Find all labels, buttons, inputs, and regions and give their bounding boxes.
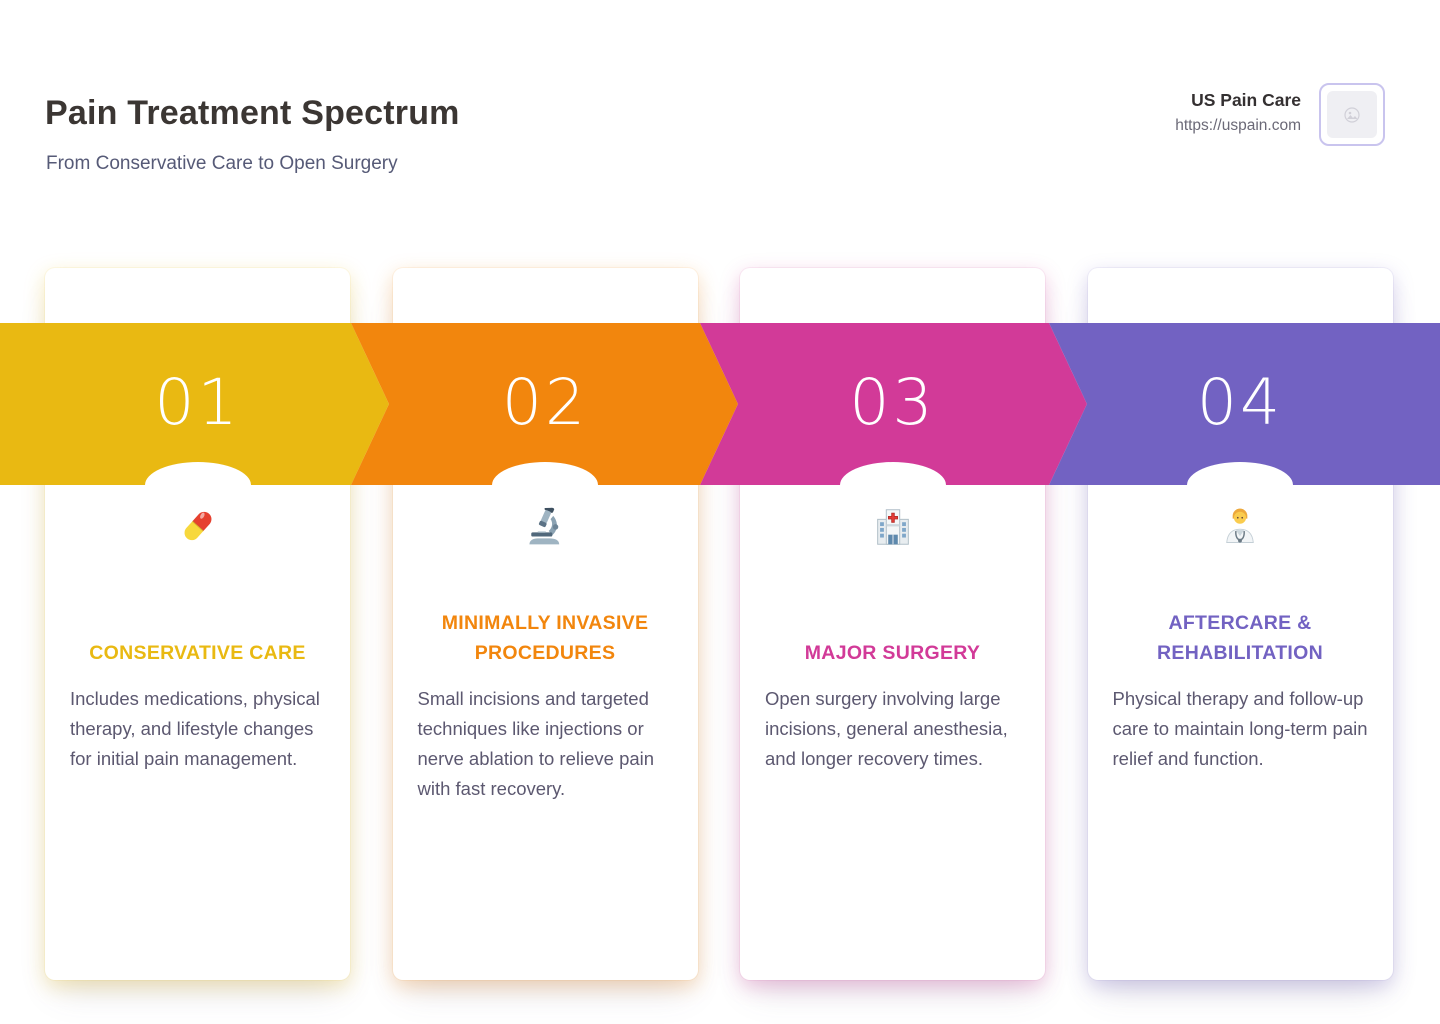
ribbon-notch [839,462,946,508]
step-title-zone: CONSERVATIVE CARE [67,568,328,668]
ribbon-notch [492,462,598,508]
ribbon-segment-01 [0,323,389,485]
brand-logo-placeholder [1319,83,1385,146]
step-title-zone: AFTERCARE & REHABILITATION [1110,568,1371,668]
process-ribbon [0,323,1440,485]
step-number: 01 [154,366,241,439]
step-title: AFTERCARE & REHABILITATION [1157,612,1323,664]
step-number: 03 [849,366,936,439]
step-number: 02 [501,366,589,439]
ribbon-segment-03 [700,323,1087,485]
ribbon-segment-04 [1049,323,1440,485]
hospital-icon [740,504,1045,550]
ribbon-segment-02 [351,323,738,485]
step-number: 04 [1196,366,1284,439]
brand-block: US Pain Care https://uspain.com [1175,83,1385,146]
brand-url: https://uspain.com [1175,117,1301,134]
ribbon-notch [1187,462,1293,508]
page-subtitle: From Conservative Care to Open Surgery [46,153,398,174]
image-placeholder-icon [1344,106,1360,123]
step-title-zone: MAJOR SURGERY [762,568,1023,668]
step-description: Includes medications, physical therapy, … [70,688,320,769]
brand-text: US Pain Care https://uspain.com [1175,83,1301,135]
ribbon-notch [144,462,251,508]
brand-name: US Pain Care [1191,90,1301,110]
step-title-zone: MINIMALLY INVASIVE PROCEDURES [415,568,676,668]
health-worker-icon [1088,504,1393,548]
step-title: MAJOR SURGERY [804,642,981,664]
page-title: Pain Treatment Spectrum [45,94,460,132]
pill-icon [45,504,350,548]
step-title: MINIMALLY INVASIVE PROCEDURES [441,612,649,664]
step-title: CONSERVATIVE CARE [89,642,306,664]
microscope-icon [393,504,698,548]
step-description: Physical therapy and follow-up care to m… [1112,688,1368,769]
step-description: Open surgery involving large incisions, … [765,688,1008,769]
brand-logo-inner [1327,91,1377,138]
step-description: Small incisions and targeted techniques … [417,688,655,799]
